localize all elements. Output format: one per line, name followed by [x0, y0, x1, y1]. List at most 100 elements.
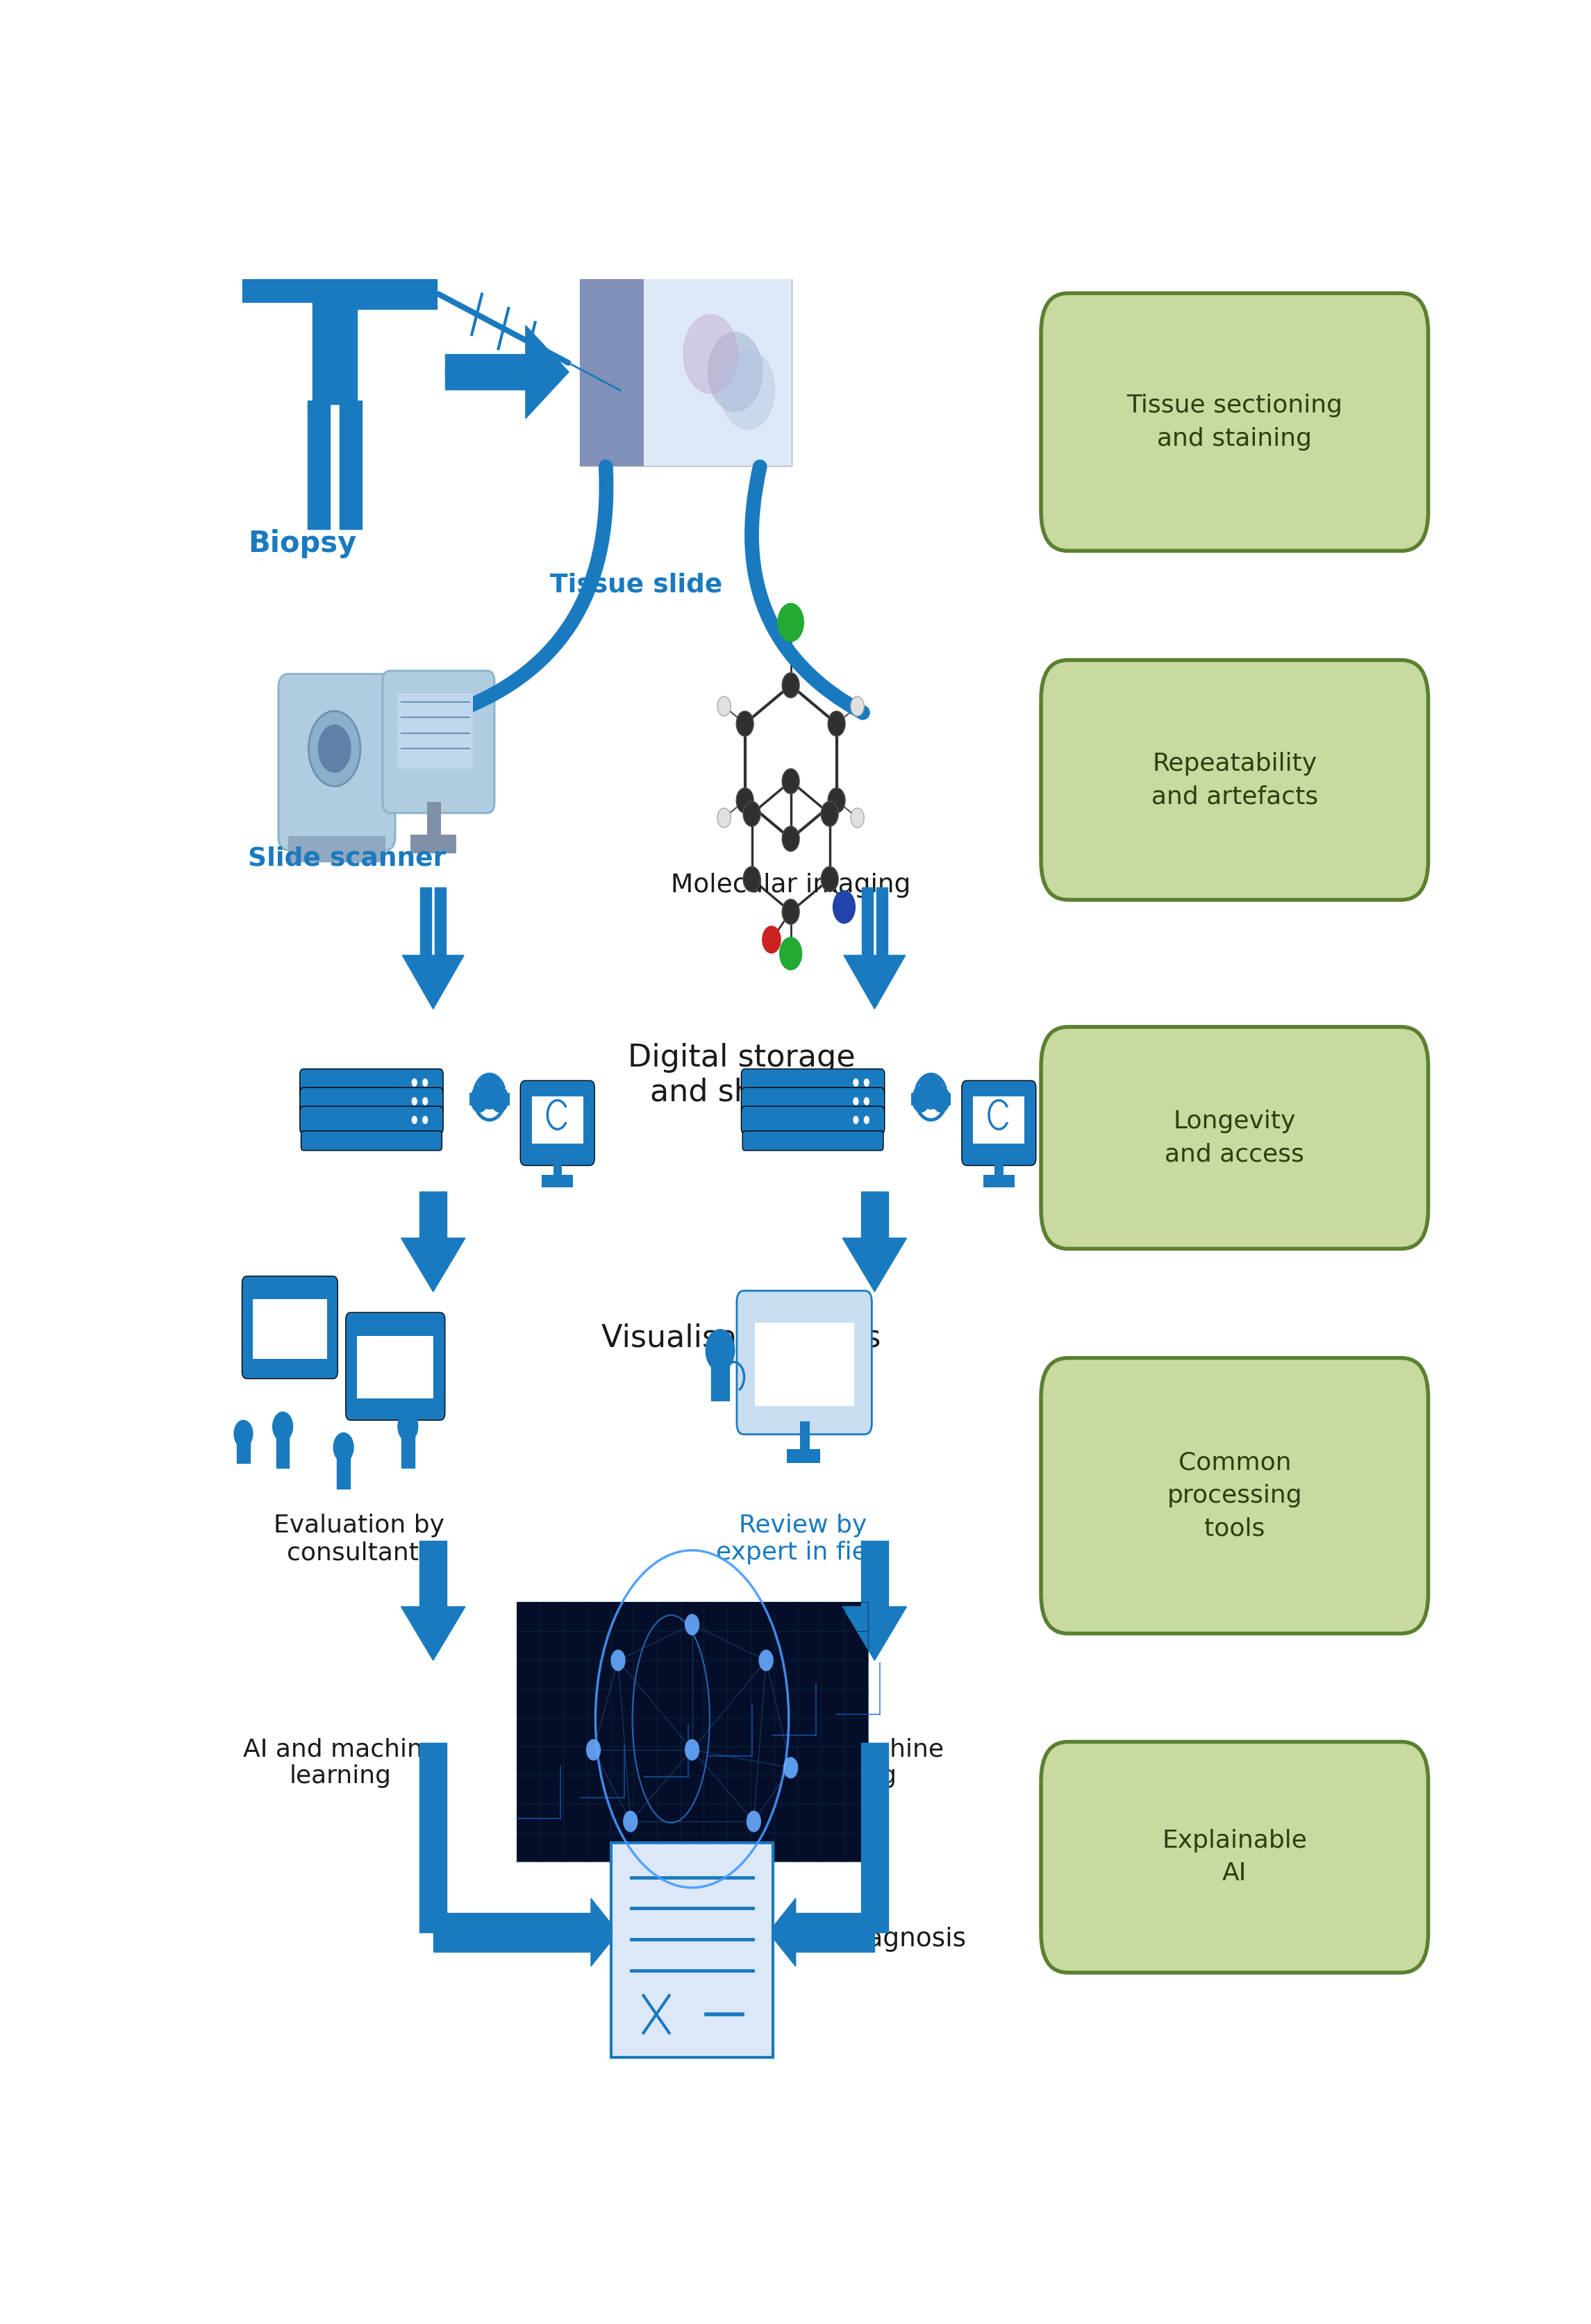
- Circle shape: [778, 602, 803, 641]
- Bar: [579, 279, 643, 465]
- Bar: [861, 1743, 888, 1931]
- Circle shape: [412, 1097, 417, 1106]
- FancyBboxPatch shape: [743, 1132, 883, 1150]
- Bar: [445, 367, 525, 390]
- Circle shape: [412, 1116, 417, 1125]
- Text: Visualisation tools: Visualisation tools: [601, 1322, 881, 1353]
- Circle shape: [853, 1097, 859, 1106]
- Circle shape: [853, 1116, 859, 1125]
- Circle shape: [422, 1097, 428, 1106]
- Circle shape: [684, 1738, 700, 1762]
- Bar: [643, 279, 792, 465]
- Bar: [974, 1097, 1025, 1143]
- Text: Review by
expert in field: Review by expert in field: [716, 1513, 889, 1564]
- Polygon shape: [768, 1899, 796, 1966]
- Bar: [541, 1176, 573, 1188]
- Bar: [877, 888, 888, 955]
- FancyBboxPatch shape: [737, 1290, 872, 1434]
- Bar: [434, 888, 445, 955]
- Circle shape: [783, 1757, 799, 1778]
- FancyBboxPatch shape: [242, 1276, 337, 1378]
- Text: Biopsy: Biopsy: [248, 530, 356, 558]
- Circle shape: [490, 1085, 509, 1113]
- FancyBboxPatch shape: [299, 1069, 444, 1097]
- Bar: [253, 1299, 328, 1360]
- Bar: [800, 1422, 810, 1452]
- FancyBboxPatch shape: [382, 672, 495, 813]
- Circle shape: [743, 802, 760, 827]
- Circle shape: [827, 788, 845, 813]
- Circle shape: [821, 867, 838, 892]
- Bar: [420, 1541, 447, 1606]
- Circle shape: [234, 1420, 253, 1448]
- Circle shape: [412, 1078, 417, 1088]
- Circle shape: [783, 672, 799, 697]
- Bar: [994, 1157, 1004, 1176]
- Circle shape: [783, 827, 799, 851]
- Bar: [410, 834, 457, 853]
- Text: Longevity
and access: Longevity and access: [1165, 1109, 1305, 1167]
- Polygon shape: [843, 1239, 907, 1292]
- FancyBboxPatch shape: [741, 1088, 885, 1116]
- Bar: [711, 1350, 729, 1401]
- Circle shape: [624, 1810, 638, 1831]
- Bar: [420, 888, 431, 955]
- FancyBboxPatch shape: [961, 1081, 1036, 1167]
- Polygon shape: [843, 1606, 907, 1659]
- Circle shape: [746, 1810, 760, 1831]
- Bar: [237, 1432, 250, 1462]
- Bar: [786, 1450, 821, 1464]
- Circle shape: [780, 937, 802, 971]
- Bar: [420, 1192, 447, 1239]
- Polygon shape: [940, 1102, 945, 1113]
- Circle shape: [721, 351, 775, 430]
- Circle shape: [864, 1078, 869, 1088]
- Circle shape: [309, 711, 361, 786]
- Bar: [401, 1427, 414, 1469]
- FancyBboxPatch shape: [1041, 1741, 1429, 1973]
- Text: Common
processing
tools: Common processing tools: [1168, 1450, 1301, 1541]
- FancyArrowPatch shape: [445, 467, 606, 716]
- FancyBboxPatch shape: [1041, 1027, 1429, 1248]
- Bar: [312, 235, 356, 404]
- FancyBboxPatch shape: [741, 1069, 885, 1097]
- FancyBboxPatch shape: [520, 1081, 595, 1167]
- Text: Explainable
AI: Explainable AI: [1161, 1829, 1308, 1885]
- Bar: [356, 277, 438, 309]
- Text: Tissue slide: Tissue slide: [550, 572, 722, 597]
- Bar: [426, 802, 441, 837]
- Bar: [983, 1176, 1015, 1188]
- Circle shape: [853, 1078, 859, 1088]
- Text: Tissue sectioning
and staining: Tissue sectioning and staining: [1126, 393, 1343, 451]
- Circle shape: [912, 1085, 931, 1113]
- Circle shape: [827, 711, 845, 737]
- Polygon shape: [401, 1606, 465, 1659]
- FancyBboxPatch shape: [278, 674, 395, 851]
- FancyBboxPatch shape: [299, 1088, 444, 1116]
- Circle shape: [743, 867, 760, 892]
- Circle shape: [611, 1650, 625, 1671]
- Circle shape: [762, 925, 781, 953]
- FancyBboxPatch shape: [1041, 660, 1429, 899]
- FancyBboxPatch shape: [611, 1843, 773, 2057]
- Circle shape: [737, 711, 754, 737]
- Polygon shape: [401, 1239, 465, 1292]
- Text: Diagnosis: Diagnosis: [840, 1927, 966, 1952]
- Text: Digital storage
and sharing: Digital storage and sharing: [627, 1043, 856, 1109]
- Bar: [337, 1448, 350, 1490]
- Circle shape: [851, 809, 864, 827]
- FancyBboxPatch shape: [299, 1106, 444, 1134]
- Circle shape: [864, 1097, 869, 1106]
- Text: Molecular imaging: Molecular imaging: [671, 874, 910, 897]
- FancyBboxPatch shape: [345, 1313, 445, 1420]
- Bar: [912, 1092, 951, 1106]
- FancyBboxPatch shape: [301, 1132, 442, 1150]
- Circle shape: [718, 697, 730, 716]
- Circle shape: [471, 1085, 488, 1113]
- Circle shape: [918, 1074, 943, 1109]
- Polygon shape: [500, 1102, 503, 1113]
- Circle shape: [318, 725, 352, 774]
- Bar: [445, 353, 525, 376]
- Polygon shape: [590, 1899, 617, 1966]
- Circle shape: [932, 1085, 950, 1113]
